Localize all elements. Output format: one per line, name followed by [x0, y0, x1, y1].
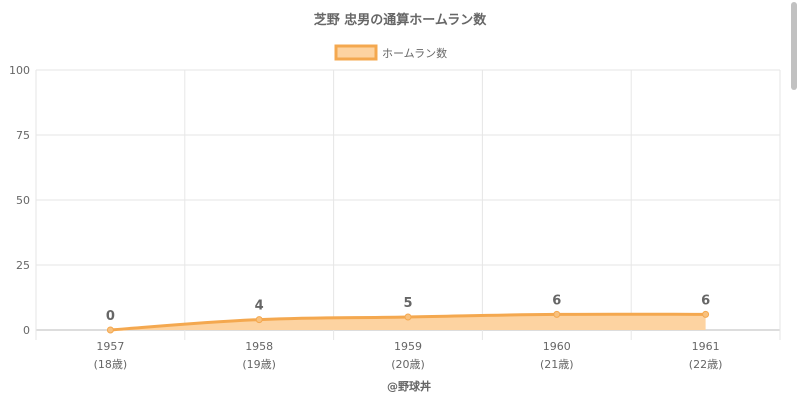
grid	[35, 69, 781, 340]
x-tick-sublabel: (20歳)	[391, 358, 425, 371]
y-axis: 0 25 50 75 100	[9, 64, 30, 337]
x-tick-sublabel: (19歳)	[242, 358, 276, 371]
x-tick-sublabel: (18歳)	[94, 358, 128, 371]
footer-credit: @野球丼	[387, 379, 431, 393]
x-axis: 1957 (18歳) 1958 (19歳) 1959 (20歳) 1960 (21歳) 1961…	[94, 340, 723, 371]
chart-title: 芝野 忠男の通算ホームラン数	[314, 12, 487, 28]
data-point	[553, 310, 561, 318]
data-point	[404, 313, 412, 321]
legend[interactable]: ホームラン数	[334, 44, 447, 61]
y-tick-label: 100	[9, 64, 30, 77]
legend-swatch	[334, 44, 378, 61]
series-area	[110, 314, 706, 330]
x-tick-label: 1959	[394, 340, 422, 353]
x-tick-sublabel: (21歳)	[540, 358, 574, 371]
data-label: 6	[552, 293, 561, 308]
x-tick-sublabel: (22歳)	[689, 358, 723, 371]
data-point	[106, 326, 114, 334]
data-label: 0	[106, 309, 115, 324]
legend-label: ホームラン数	[382, 47, 447, 60]
x-tick-label: 1960	[543, 340, 571, 353]
x-tick-label: 1958	[245, 340, 273, 353]
series-homeruns: 0 4 5 6 6	[106, 293, 710, 334]
y-tick-label: 75	[16, 129, 30, 142]
scrollbar-thumb[interactable]	[791, 2, 797, 90]
y-tick-label: 25	[16, 259, 30, 272]
y-tick-label: 0	[23, 324, 30, 337]
data-label: 6	[701, 293, 710, 308]
data-point	[255, 316, 263, 324]
data-label: 5	[403, 296, 412, 311]
data-point	[702, 310, 710, 318]
data-label: 4	[255, 299, 264, 314]
x-tick-label: 1957	[96, 340, 124, 353]
y-tick-label: 50	[16, 194, 30, 207]
x-tick-label: 1961	[692, 340, 720, 353]
